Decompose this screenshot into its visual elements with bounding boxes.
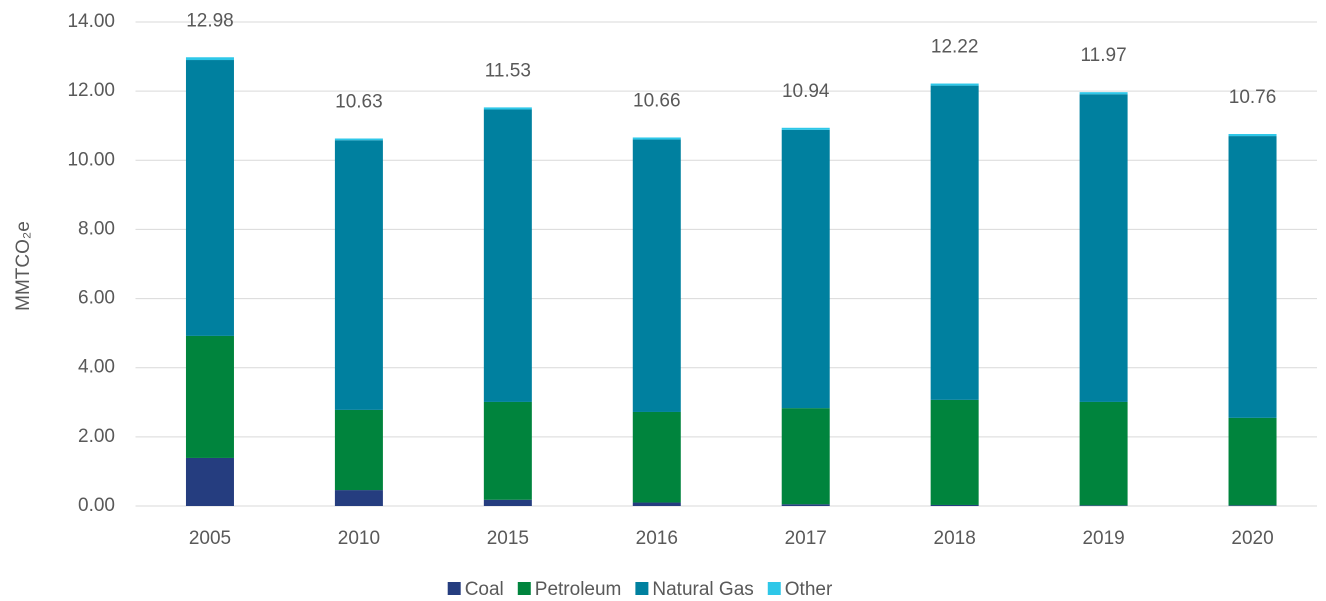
bar-segment [1079,92,1128,95]
bar-segment [930,83,979,86]
x-tick-label: 2016 [636,528,678,549]
bar-segment [781,127,830,130]
x-tick-label: 2020 [1231,528,1273,549]
y-tick-label: 14.00 [67,11,115,32]
bar-segment [334,490,383,506]
y-tick-label: 8.00 [78,218,115,239]
total-label: 10.66 [633,90,681,111]
legend-label: Petroleum [535,579,622,600]
bar-segment [1079,94,1128,402]
legend-label: Coal [465,579,504,600]
y-tick-label: 10.00 [67,149,115,170]
x-tick-label: 2017 [785,528,827,549]
bar-segment [185,457,234,506]
x-tick-label: 2005 [189,528,231,549]
bar-segment [1079,401,1128,506]
bar-segment [185,57,234,61]
total-label: 11.97 [1081,45,1127,66]
bar-segment [1228,134,1277,137]
y-tick-label: 6.00 [78,288,115,309]
legend-swatch [517,582,531,595]
total-label: 10.94 [782,81,830,102]
x-tick-label: 2019 [1082,528,1124,549]
bar-segment [930,85,979,400]
bar-segment [632,137,681,140]
legend-label: Other [785,579,833,600]
bar-segment [483,107,532,110]
bar-segment [1079,505,1128,506]
bar-segment [1228,136,1277,418]
bar-segment [185,335,234,458]
bar-segment [632,139,681,412]
bar-segment [334,409,383,491]
bar-segment [483,109,532,402]
legend-label: Natural Gas [652,579,753,600]
y-tick-label: 12.00 [67,80,115,101]
bar-segment [483,499,532,506]
bar-segment [930,504,979,506]
bar-segment [930,399,979,505]
x-tick-label: 2015 [487,528,529,549]
bar-segment [483,401,532,500]
bar-segment [781,129,830,409]
total-label: 12.98 [186,10,234,31]
bar-segment [632,411,681,503]
bar-segment [334,138,383,141]
total-label: 10.63 [335,92,383,113]
bar-segment [1228,417,1277,506]
bar-segment [1228,505,1277,506]
bar-segment [334,140,383,410]
bar-segment [632,502,681,506]
y-tick-label: 2.00 [78,426,115,447]
bar-segment [781,504,830,506]
bar-segment [781,408,830,505]
y-tick-label: 4.00 [78,357,115,378]
total-label: 12.22 [931,37,979,58]
legend-swatch [447,582,461,595]
y-axis-label: MMTCO₂e [13,221,34,311]
legend-swatch [635,582,649,595]
x-tick-label: 2018 [934,528,976,549]
legend-swatch [767,582,781,595]
y-tick-label: 0.00 [78,495,115,516]
total-label: 10.76 [1229,87,1277,108]
total-label: 11.53 [485,60,531,81]
x-tick-label: 2010 [338,528,380,549]
bar-segment [185,60,234,336]
legend: Coal Petroleum Natural Gas Other [447,579,833,600]
